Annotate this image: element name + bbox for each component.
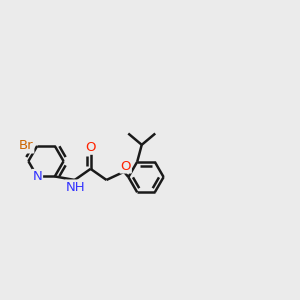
Text: O: O: [120, 160, 131, 172]
Text: NH: NH: [66, 181, 86, 194]
Text: O: O: [85, 141, 96, 154]
Text: Br: Br: [19, 140, 33, 152]
Text: N: N: [32, 170, 42, 183]
